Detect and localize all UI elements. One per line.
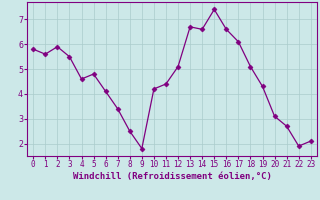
X-axis label: Windchill (Refroidissement éolien,°C): Windchill (Refroidissement éolien,°C) xyxy=(73,172,271,181)
